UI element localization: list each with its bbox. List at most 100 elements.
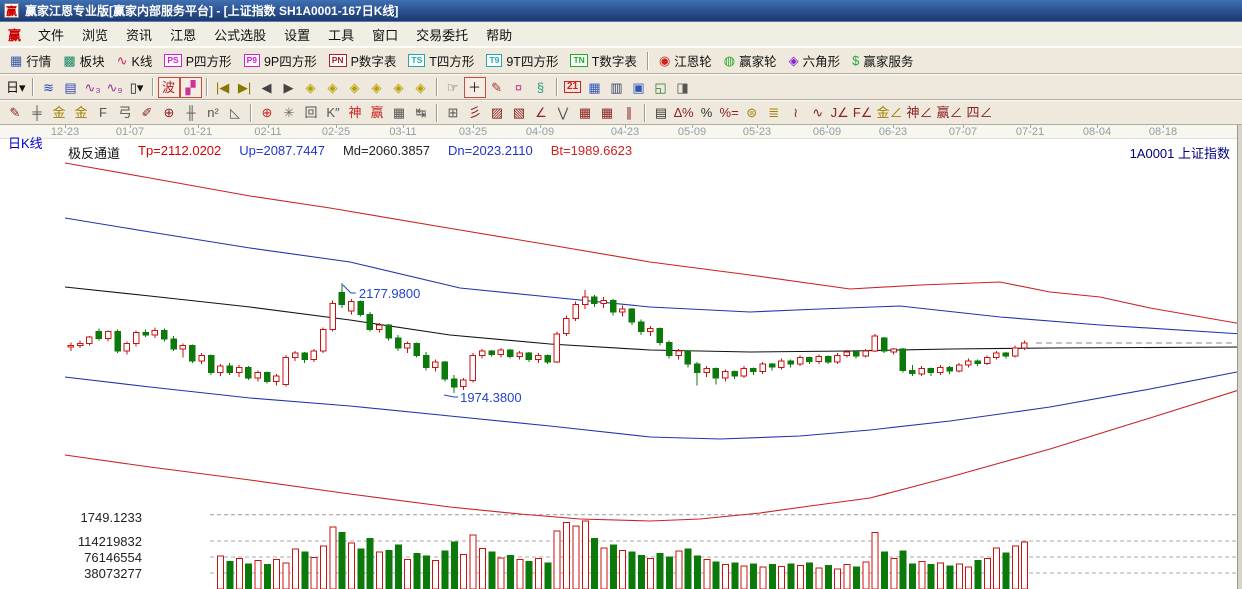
angle-ying-button[interactable]: 赢∠	[934, 102, 964, 123]
print-button[interactable]: ◨	[672, 77, 694, 98]
percent-button[interactable]: %	[696, 102, 718, 123]
bow-grid-button[interactable]: 弓	[114, 102, 136, 123]
menu-item-5[interactable]: 设置	[284, 27, 311, 43]
spiral-square-button[interactable]: 回	[300, 102, 322, 123]
menu-item-9[interactable]: 帮助	[486, 27, 513, 43]
kline-chart-svg[interactable]: 2177.9800 1974.3800	[0, 139, 1242, 589]
shift-right-diamond-button[interactable]: ◈	[322, 77, 344, 98]
period-day-dropdown-button[interactable]: 日▾	[4, 77, 28, 98]
last-bar-button[interactable]: ▶|	[234, 77, 256, 98]
sectors-button[interactable]: ▩ 板块	[57, 50, 110, 72]
shrink-diamond-button[interactable]: ◈	[366, 77, 388, 98]
menu-item-4[interactable]: 公式选股	[214, 27, 267, 43]
red-pencil-button[interactable]: ✐	[136, 102, 158, 123]
gold-lines-button[interactable]: ≣	[763, 102, 785, 123]
channel-value-up: Up=2087.7447	[239, 143, 325, 158]
menu-item-0[interactable]: 文件	[38, 27, 65, 43]
zoom-out-diamond-button[interactable]: ◈	[410, 77, 432, 98]
wave-pair-button[interactable]: ∿	[807, 102, 829, 123]
shift-left-diamond-button[interactable]: ◈	[300, 77, 322, 98]
angle-f-button[interactable]: F∠	[851, 102, 875, 123]
gann-wave-button[interactable]: 波	[157, 76, 180, 98]
star-web-button[interactable]: ✳	[278, 102, 300, 123]
volume-bar	[665, 556, 673, 589]
candle-body	[198, 354, 205, 362]
parallel-lines-button[interactable]: ∥	[618, 102, 640, 123]
quotes-button[interactable]: ▦ 行情	[4, 50, 57, 72]
gann-circle-button[interactable]: ⊕	[158, 102, 180, 123]
fan-rays-button[interactable]: 彡	[464, 102, 486, 123]
gold-grid-2-button[interactable]: 金	[70, 102, 92, 123]
menu-item-6[interactable]: 工具	[328, 27, 355, 43]
red-grid-1-button[interactable]: ▦	[574, 102, 596, 123]
percent-line-button[interactable]: %=	[718, 102, 741, 123]
wave-view-button[interactable]: ≋	[38, 77, 60, 98]
p-square-button[interactable]: PS P四方形	[158, 50, 237, 72]
shen-tool-button[interactable]: 神	[344, 102, 366, 123]
menu-item-8[interactable]: 交易委托	[416, 27, 469, 43]
menu-item-2[interactable]: 资讯	[126, 27, 153, 43]
crosshair-button[interactable]: ＋	[463, 76, 486, 98]
pattern-tool-button[interactable]: §	[530, 77, 552, 98]
gold-circle-button[interactable]: ⊜	[741, 102, 763, 123]
ying-tool-button[interactable]: 赢	[366, 102, 388, 123]
brush-button[interactable]: ✎	[4, 102, 26, 123]
angle-j-button[interactable]: J∠	[829, 102, 851, 123]
v-dotted-button[interactable]: ⋁	[552, 102, 574, 123]
grid-ladder-button[interactable]: ╪	[26, 102, 48, 123]
drag-hand-button[interactable]: ☞	[442, 77, 464, 98]
hexagon-button[interactable]: ◈ 六角形	[783, 50, 847, 72]
price-table-button[interactable]: ▤	[650, 102, 672, 123]
calendar-button[interactable]: 21	[562, 77, 584, 98]
percent-angle-button[interactable]: ∆%	[672, 102, 696, 123]
stamp-tool-button[interactable]: ¤	[508, 77, 530, 98]
angle-ruler-button[interactable]: ◺	[224, 102, 246, 123]
wave-9-button[interactable]: ∿₉	[104, 77, 126, 98]
grid-123-button[interactable]: ▦	[388, 102, 410, 123]
f-grid-button[interactable]: F	[92, 102, 114, 123]
pen-tool-button[interactable]: ✎	[486, 77, 508, 98]
angle-lines-button[interactable]: ∠	[530, 102, 552, 123]
shaded-box-2-button[interactable]: ▧	[508, 102, 530, 123]
red-grid-2-button[interactable]: ▦	[596, 102, 618, 123]
width-arrows-button[interactable]: ↹	[410, 102, 432, 123]
angle-gold-button[interactable]: 金∠	[874, 102, 904, 123]
n-square-button[interactable]: n²	[202, 102, 224, 123]
winner-service-button[interactable]: $ 赢家服务	[846, 50, 919, 72]
kline-button[interactable]: ∿ K线	[111, 50, 159, 72]
candle-style-dropdown-button[interactable]: ▯▾	[126, 77, 148, 98]
angle-four-button[interactable]: 四∠	[964, 102, 994, 123]
gann-wheel-button[interactable]: ◉ 江恩轮	[653, 50, 718, 72]
network-button[interactable]: ◱	[650, 77, 672, 98]
prev-bar-button[interactable]: ◀	[256, 77, 278, 98]
target-circle-button[interactable]: ⊕	[256, 102, 278, 123]
k-mark-button[interactable]: K″	[322, 102, 344, 123]
calculator-button[interactable]: ▦	[584, 77, 606, 98]
wave-3-button[interactable]: ∿₃	[82, 77, 104, 98]
menu-item-3[interactable]: 江恩	[170, 27, 197, 43]
ladder-2-button[interactable]: ╫	[180, 102, 202, 123]
t-number-table-button[interactable]: TN T数字表	[564, 50, 642, 72]
angle-shen-button[interactable]: 神∠	[904, 102, 934, 123]
zoom-in-diamond-button[interactable]: ◈	[388, 77, 410, 98]
9p-square-button[interactable]: P9 9P四方形	[238, 50, 323, 72]
quotes-icon: ▦	[10, 52, 23, 68]
expand-diamond-button[interactable]: ◈	[344, 77, 366, 98]
t-square-button[interactable]: TS T四方形	[402, 50, 480, 72]
color-kline-button[interactable]: ▞	[179, 76, 202, 98]
p-number-table-button[interactable]: PN P数字表	[323, 50, 403, 72]
gold-grid-1-button[interactable]: 金	[48, 102, 70, 123]
menu-item-1[interactable]: 浏览	[82, 27, 109, 43]
memo-button[interactable]: ▥	[606, 77, 628, 98]
list-view-button[interactable]: ▤	[60, 77, 82, 98]
gann-box-button[interactable]: ⊞	[442, 102, 464, 123]
9t-square-button[interactable]: T9 9T四方形	[480, 50, 564, 72]
shaded-box-1-button[interactable]: ▨	[486, 102, 508, 123]
menu-item-7[interactable]: 窗口	[372, 27, 399, 43]
next-bar-button[interactable]: ▶	[278, 77, 300, 98]
first-bar-button[interactable]: |◀	[212, 77, 234, 98]
window-right-border[interactable]	[1237, 125, 1242, 589]
ink-line-button[interactable]: ≀	[785, 102, 807, 123]
save-button[interactable]: ▣	[628, 77, 650, 98]
winner-wheel-button[interactable]: ◍ 赢家轮	[718, 50, 783, 72]
